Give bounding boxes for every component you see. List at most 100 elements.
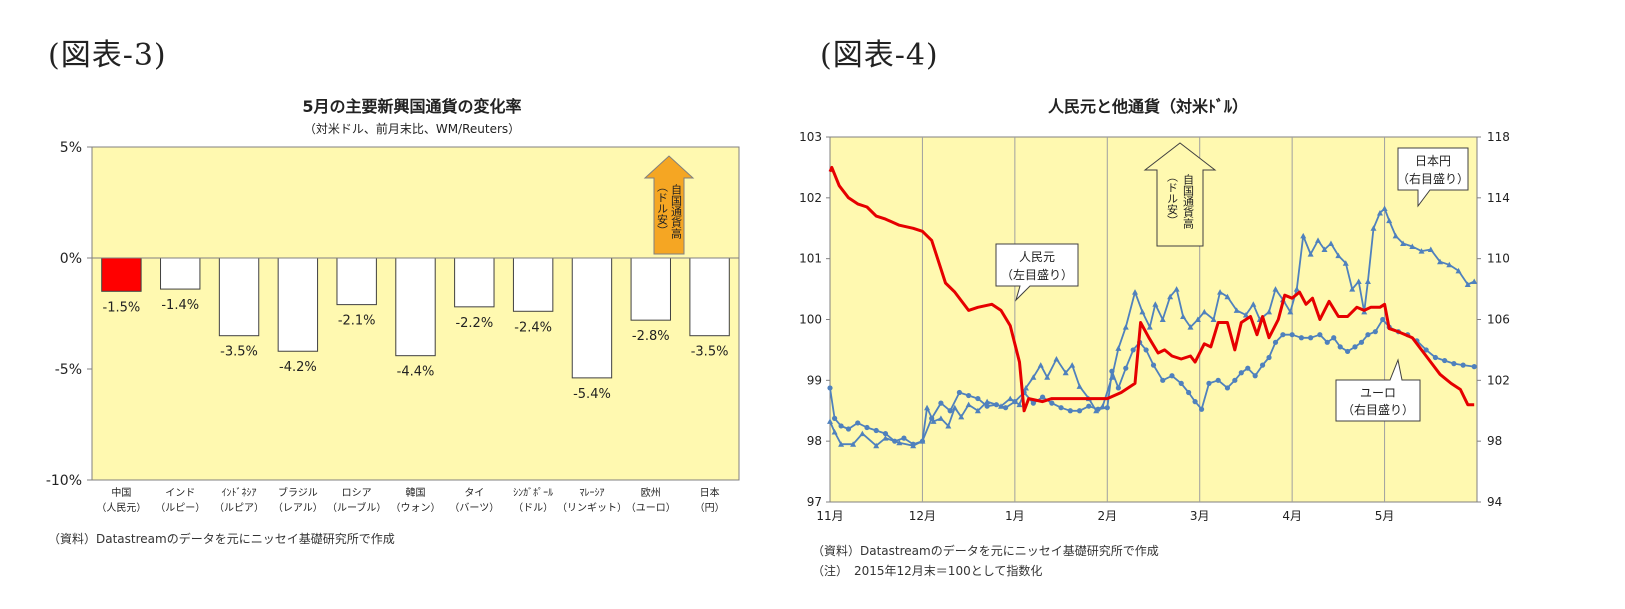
series-marker-eur [1380,316,1386,323]
series-marker-jpy [1287,308,1294,315]
series-marker-jpy [1159,316,1166,322]
series-marker-jpy [1355,278,1362,284]
series-marker-jpy [974,407,981,414]
series-marker-jpy [910,442,917,449]
series-marker-jpy [1030,374,1037,380]
bar-ytick-label: 0% [60,251,82,267]
series-marker-eur [1232,377,1238,383]
series-marker-jpy [1115,345,1122,351]
line-ytick-right-label: 102 [1487,373,1510,387]
line-xtick-label: 1月 [1005,509,1025,523]
series-marker-eur [1280,332,1286,338]
series-marker-jpy [1167,293,1174,300]
series-marker-eur [1160,377,1166,383]
series-marker-jpy [1069,362,1076,368]
series-marker-eur [882,430,889,437]
series-marker-eur [901,435,907,441]
series-marker-jpy [827,418,833,424]
bar-ytick-label: 5% [60,140,82,156]
series-marker-jpy [958,413,965,420]
bar-category-label: ｼﾝｶﾞﾎﾟｰﾙ [513,487,553,499]
bar [101,257,142,292]
series-marker-eur [1266,354,1272,361]
bar [277,257,319,352]
series-marker-jpy [1335,252,1342,259]
series-marker-jpy [1187,324,1194,330]
series-marker-jpy [930,418,937,424]
bar-ytick-label: -5% [55,362,82,378]
figure-3-label: (図表-3) [48,38,167,73]
series-marker-jpy [1376,210,1383,216]
bar-value-label: -3.5% [691,345,729,360]
callout-cny: 人民元 （左目盛り） [995,243,1079,302]
bar-category-label: ﾏﾚｰｼｱ [579,488,604,499]
line-ytick-right-label: 118 [1487,130,1510,144]
bar-category-sublabel: （リンギット） [557,502,627,514]
bar-category-sublabel: （ウォン） [391,502,441,514]
line-arrow-label-line2: （ドル安） [1166,171,1179,226]
currency-up-arrow-shape [643,155,695,255]
series-marker-eur [984,403,990,409]
bar-value-label: -1.4% [161,298,199,313]
series-marker-eur [1352,344,1358,350]
series-marker-jpy [965,401,972,408]
bar-category-label: 韓国 [406,487,426,499]
series-marker-eur [1308,335,1314,341]
callout-jpy-line1: 日本円 [1415,154,1451,168]
series-marker-eur [1178,380,1184,386]
line-xtick-label: 11月 [816,509,843,523]
bar [512,257,554,312]
line-ytick-left-label: 102 [799,191,822,205]
series-marker-jpy [873,442,880,449]
series-marker-jpy [1152,301,1159,307]
series-marker-jpy [1437,258,1444,265]
callout-jpy-box [1397,147,1469,208]
series-marker-eur [892,438,898,444]
series-marker-jpy [1180,313,1187,319]
series-marker-eur [1012,399,1018,405]
series-marker-eur [993,402,999,408]
series-marker-eur [832,415,838,421]
bar-category-label: 中国 [111,486,131,499]
line-xtick-label: 3月 [1190,509,1210,523]
series-marker-jpy [997,403,1004,409]
series-marker-jpy [1321,246,1328,253]
series-marker-eur [1086,403,1092,409]
bar-chart-source: （資料）Datastreamのデータを元にニッセイ基礎研究所で作成 [48,531,395,546]
series-marker-jpy [1132,289,1139,295]
series-marker-jpy [1455,267,1462,274]
series-marker-jpy [1471,278,1478,284]
series-marker-jpy [1217,289,1224,295]
callout-cny-line2: （左目盛り） [1001,267,1073,282]
series-marker-jpy [937,415,944,421]
line-ytick-right-label: 106 [1487,313,1510,327]
series-marker-jpy [1007,395,1014,402]
series-marker-eur [1058,405,1064,411]
series-line-0 [828,165,1475,413]
series-marker-eur [956,389,963,396]
series-marker-eur [864,424,870,431]
series-marker-jpy [1349,286,1356,292]
bar-value-label: -2.1% [338,314,376,329]
bar-category-label: タイ [464,487,484,499]
bar [160,257,201,290]
series-marker-jpy [1122,324,1129,330]
series-marker-jpy [1392,232,1399,239]
series-marker-jpy [1272,286,1279,292]
series-marker-jpy [1300,232,1307,239]
bar-chart-subtitle: （対米ドル、前月末比、WM/Reuters） [304,121,520,136]
callout-eur-line1: ユーロ [1360,386,1396,400]
series-marker-eur [1003,405,1009,411]
callout-cny-box [995,243,1079,302]
series-marker-jpy [1315,237,1322,243]
bar-value-label: -4.4% [397,365,435,380]
series-marker-jpy [882,435,889,441]
bar [689,257,730,337]
series-marker-eur [1095,406,1101,412]
series-marker-jpy [1037,362,1044,368]
bar-value-label: -3.5% [220,345,258,360]
series-marker-eur [1123,365,1129,371]
line-ytick-right-label: 114 [1487,191,1510,205]
series-marker-eur [1405,332,1411,338]
series-marker-eur [1076,408,1083,414]
